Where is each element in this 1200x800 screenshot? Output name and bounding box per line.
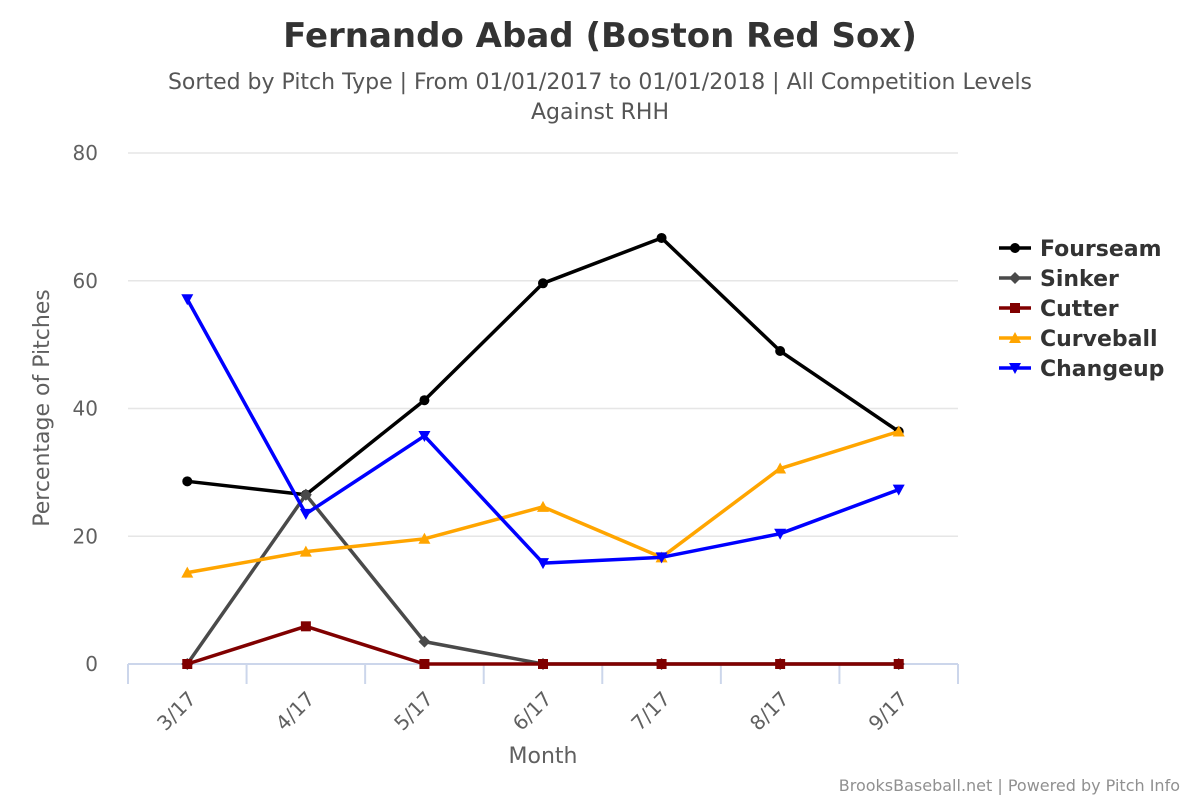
legend-label-sinker: Sinker <box>1040 267 1119 292</box>
data-point-curveball <box>299 545 312 557</box>
data-point-fourseam <box>419 395 430 406</box>
legend-label-curveball: Curveball <box>1040 327 1158 352</box>
data-point-curveball <box>418 532 431 544</box>
series-line-fourseam <box>185 236 901 497</box>
gridlines <box>128 152 958 665</box>
legend-item-sinker[interactable]: Sinker <box>999 267 1119 292</box>
x-tick-label: 5/17 <box>389 687 438 736</box>
data-point-cutter <box>300 621 311 632</box>
x-tick-label: 8/17 <box>745 687 794 736</box>
legend-marker-sinker <box>1009 272 1021 284</box>
x-tick-label: 6/17 <box>508 687 557 736</box>
data-point-fourseam <box>538 278 548 289</box>
data-point-cutter <box>893 659 904 669</box>
y-tick-label: 0 <box>85 652 98 676</box>
series-curveball <box>181 425 905 578</box>
chart-subtitle-line-1: Sorted by Pitch Type | From 01/01/2017 t… <box>168 70 1032 95</box>
series-changeup <box>181 294 905 570</box>
data-point-cutter <box>182 659 193 669</box>
data-point-curveball <box>892 425 905 437</box>
legend-label-fourseam: Fourseam <box>1040 237 1162 262</box>
data-point-changeup <box>418 430 431 442</box>
legend[interactable]: Fourseam Sinker Cutter Curveball Changeup <box>999 237 1164 382</box>
data-point-changeup <box>181 294 194 306</box>
y-tick-label: 60 <box>73 269 98 293</box>
data-point-changeup <box>892 484 905 496</box>
legend-marker-curveball <box>1009 332 1021 343</box>
data-point-sinker <box>418 635 431 648</box>
data-point-changeup <box>537 558 549 570</box>
data-point-cutter <box>656 659 667 669</box>
legend-item-curveball[interactable]: Curveball <box>999 327 1158 352</box>
legend-marker-fourseam <box>1010 243 1020 253</box>
y-axis-title: Percentage of Pitches <box>30 289 55 527</box>
data-point-curveball <box>181 566 194 578</box>
data-point-changeup <box>774 528 787 540</box>
legend-marker-changeup <box>1009 363 1021 374</box>
series-sinker <box>181 488 905 670</box>
data-point-fourseam <box>182 476 193 487</box>
series-line-sinker <box>185 492 901 666</box>
legend-item-changeup[interactable]: Changeup <box>999 357 1164 382</box>
legend-item-cutter[interactable]: Cutter <box>999 297 1119 322</box>
data-point-sinker <box>299 488 312 501</box>
data-point-changeup <box>655 552 668 564</box>
x-tick-label: 3/17 <box>152 687 201 736</box>
series-fourseam <box>182 232 904 500</box>
x-tick-label: 9/17 <box>864 687 913 736</box>
chart-title: Fernando Abad (Boston Red Sox) <box>283 16 917 56</box>
data-point-fourseam <box>775 346 786 357</box>
chart-subtitle-line-2: Against RHH <box>531 100 669 125</box>
data-point-changeup <box>299 508 312 520</box>
legend-label-changeup: Changeup <box>1040 357 1164 382</box>
series-line-changeup <box>185 297 901 565</box>
x-tick-label: 4/17 <box>271 687 320 736</box>
data-point-cutter <box>538 659 548 669</box>
data-point-curveball <box>774 462 787 474</box>
y-tick-label: 40 <box>73 397 98 421</box>
legend-marker-cutter <box>1010 303 1020 313</box>
credits[interactable]: BrooksBaseball.net | Powered by Pitch In… <box>839 776 1180 795</box>
data-point-fourseam <box>656 232 667 243</box>
axes: 0 20 40 60 80 3/17 4/17 5/17 6/17 7/17 8/17 9/17 <box>73 141 959 736</box>
series-lines <box>181 232 905 670</box>
y-tick-label: 20 <box>73 524 98 548</box>
x-tick-label: 7/17 <box>626 687 675 736</box>
data-point-cutter <box>775 659 786 669</box>
y-tick-label: 80 <box>73 141 98 165</box>
x-axis-title: Month <box>509 744 578 769</box>
data-point-curveball <box>537 500 549 512</box>
series-cutter <box>182 621 904 669</box>
data-point-cutter <box>419 659 430 669</box>
legend-item-fourseam[interactable]: Fourseam <box>999 237 1162 262</box>
legend-label-cutter: Cutter <box>1040 297 1119 322</box>
